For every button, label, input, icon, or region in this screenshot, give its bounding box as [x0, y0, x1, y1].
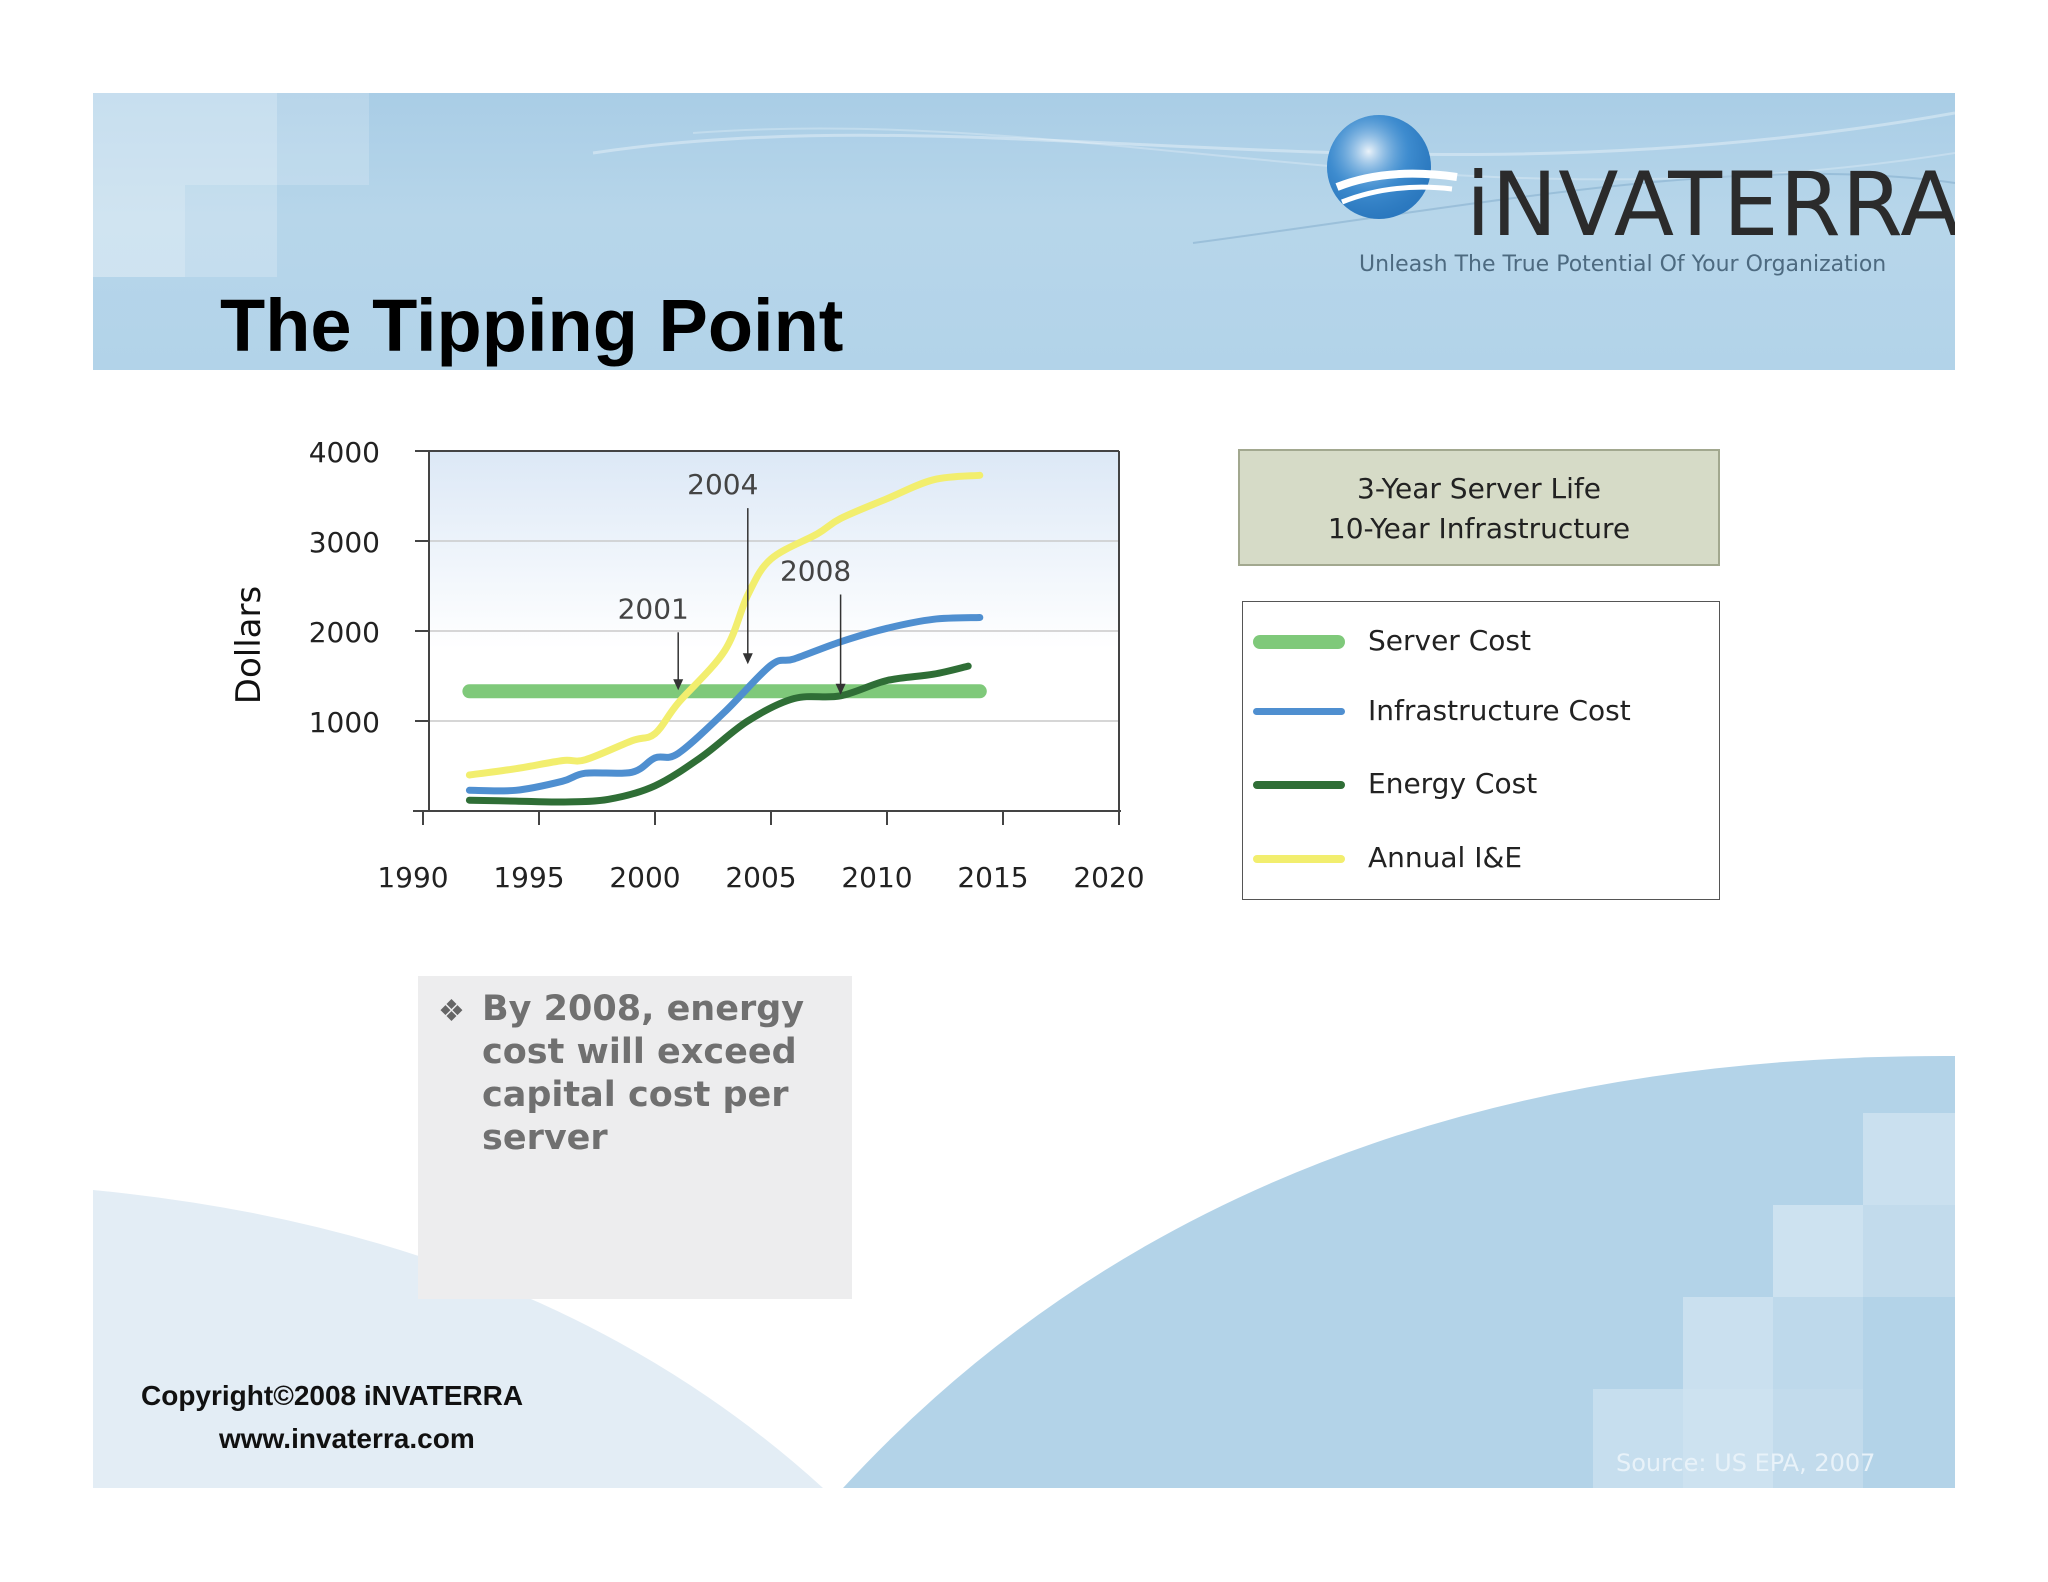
banner-tile: [93, 93, 185, 185]
annotation-label: 2008: [780, 555, 851, 588]
annotation-label: 2001: [618, 592, 689, 625]
bullet-box: ❖ By 2008, energy cost will exceed capit…: [418, 976, 852, 1299]
slide-title: The Tipping Point: [220, 284, 844, 367]
chart-legend: Server Cost Infrastructure Cost Energy C…: [1242, 601, 1720, 900]
header-banner: iNVATERRA Unleash The True Potential Of …: [93, 93, 1955, 370]
series-line-energy-cost: [465, 662, 972, 806]
banner-tile: [185, 185, 277, 277]
x-tick-label: 2015: [957, 861, 1028, 894]
note-line-1: 3-Year Server Life: [1357, 472, 1601, 505]
bottom-decoration: [93, 1055, 1955, 1488]
legend-label: Energy Cost: [1368, 767, 1538, 800]
logo-wordmark: iNVATERRA: [1466, 153, 1955, 256]
x-tick-label: 2005: [725, 861, 796, 894]
cost-line-chart: 1000 2000 3000 4000 1990 1995 2000 2005 2010 2015…: [229, 436, 1145, 894]
slide: iNVATERRA Unleash The True Potential Of …: [93, 93, 1955, 1488]
banner-swoosh: [592, 111, 1955, 244]
y-tick-label: 4000: [309, 436, 380, 469]
globe-logo-icon: [1327, 115, 1458, 219]
annotation-arrowhead: [835, 683, 846, 695]
legend-swatch: [1253, 635, 1345, 649]
legend-item-infrastructure-cost: Infrastructure Cost: [1243, 691, 1719, 731]
y-axis-label: Dollars: [229, 586, 269, 704]
source-note: Source: US EPA, 2007: [1616, 1449, 1876, 1477]
legend-swatch: [1253, 781, 1345, 789]
copyright: Copyright©2008 iNVATERRA: [141, 1380, 524, 1411]
legend-swatch: [1253, 708, 1345, 715]
x-tick-label: 1995: [493, 861, 564, 894]
x-tick-label: 2010: [841, 861, 912, 894]
annotation-label: 2004: [687, 468, 758, 501]
banner-tile: [185, 93, 277, 185]
x-tick-label: 2020: [1073, 861, 1144, 894]
y-tick-label: 2000: [309, 616, 380, 649]
legend-item-server-cost: Server Cost: [1243, 621, 1719, 661]
legend-label: Infrastructure Cost: [1368, 694, 1631, 727]
x-tick-label: 1990: [377, 861, 448, 894]
legend-item-annual-ie: Annual I&E: [1243, 838, 1719, 878]
legend-item-energy-cost: Energy Cost: [1243, 764, 1719, 804]
annotation-arrowhead: [742, 653, 753, 665]
legend-label: Annual I&E: [1368, 841, 1523, 874]
y-tick-label: 1000: [309, 706, 380, 739]
note-line-2: 10-Year Infrastructure: [1327, 512, 1631, 545]
bullet-text: By 2008, energy cost will exceed capital…: [482, 989, 805, 1158]
series-line-annual-i-e: [465, 471, 984, 779]
annotation-arrowhead: [673, 679, 684, 691]
x-tick-label: 2000: [609, 861, 680, 894]
diamond-bullet-icon: ❖: [438, 995, 465, 1028]
website-link[interactable]: www.invaterra.com: [219, 1423, 475, 1454]
banner-tile: [93, 185, 185, 277]
y-tick-label: 3000: [309, 526, 380, 559]
banner-tile: [277, 93, 369, 185]
assumption-note: 3-Year Server Life 10-Year Infrastructur…: [1238, 449, 1720, 566]
logo-tagline: Unleash The True Potential Of Your Organ…: [1359, 252, 1887, 277]
legend-label: Server Cost: [1368, 624, 1531, 657]
legend-swatch: [1253, 855, 1345, 863]
series-line-infrastructure-cost: [465, 614, 984, 795]
